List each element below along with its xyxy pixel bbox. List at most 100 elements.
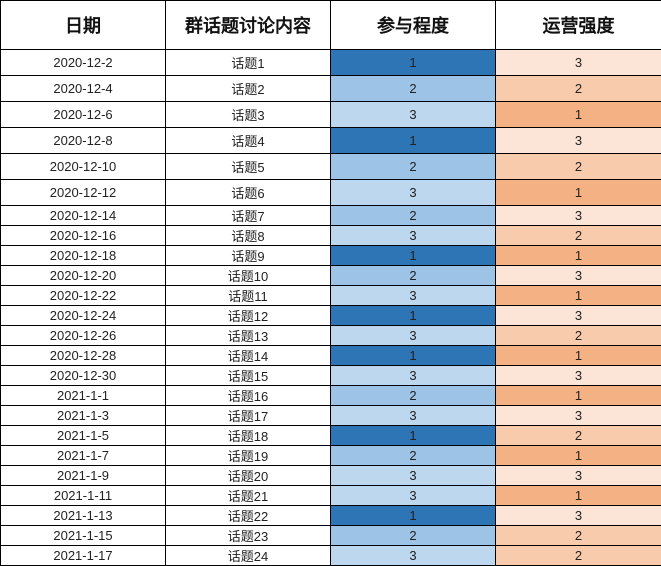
date-cell[interactable]: 2020-12-24 (1, 306, 166, 326)
date-cell[interactable]: 2020-12-26 (1, 326, 166, 346)
topic-cell[interactable]: 话题24 (166, 546, 331, 566)
topic-cell[interactable]: 话题8 (166, 226, 331, 246)
participation-cell[interactable]: 2 (331, 154, 496, 180)
operation-cell[interactable]: 3 (496, 50, 661, 76)
date-cell[interactable]: 2021-1-1 (1, 386, 166, 406)
topic-cell[interactable]: 话题15 (166, 366, 331, 386)
participation-cell[interactable]: 1 (331, 426, 496, 446)
date-cell[interactable]: 2020-12-16 (1, 226, 166, 246)
date-cell[interactable]: 2020-12-20 (1, 266, 166, 286)
participation-cell[interactable]: 1 (331, 128, 496, 154)
participation-cell[interactable]: 2 (331, 266, 496, 286)
operation-cell[interactable]: 2 (496, 76, 661, 102)
date-cell[interactable]: 2021-1-3 (1, 406, 166, 426)
participation-cell[interactable]: 1 (331, 50, 496, 76)
operation-cell[interactable]: 1 (496, 486, 661, 506)
operation-cell[interactable]: 3 (496, 406, 661, 426)
participation-cell[interactable]: 3 (331, 546, 496, 566)
operation-cell[interactable]: 2 (496, 226, 661, 246)
participation-cell[interactable]: 1 (331, 306, 496, 326)
date-cell[interactable]: 2021-1-7 (1, 446, 166, 466)
operation-cell[interactable]: 3 (496, 506, 661, 526)
topic-cell[interactable]: 话题7 (166, 206, 331, 226)
operation-cell[interactable]: 1 (496, 446, 661, 466)
date-cell[interactable]: 2020-12-10 (1, 154, 166, 180)
date-cell[interactable]: 2021-1-5 (1, 426, 166, 446)
topic-cell[interactable]: 话题10 (166, 266, 331, 286)
operation-cell[interactable]: 2 (496, 526, 661, 546)
operation-cell[interactable]: 2 (496, 546, 661, 566)
participation-cell[interactable]: 3 (331, 180, 496, 206)
date-cell[interactable]: 2020-12-18 (1, 246, 166, 266)
operation-cell[interactable]: 3 (496, 366, 661, 386)
date-cell[interactable]: 2021-1-15 (1, 526, 166, 546)
operation-cell[interactable]: 1 (496, 180, 661, 206)
participation-cell[interactable]: 1 (331, 506, 496, 526)
topic-cell[interactable]: 话题17 (166, 406, 331, 426)
participation-cell[interactable]: 3 (331, 366, 496, 386)
participation-cell[interactable]: 3 (331, 486, 496, 506)
header-topic[interactable]: 群话题讨论内容 (166, 1, 331, 50)
operation-cell[interactable]: 3 (496, 128, 661, 154)
operation-cell[interactable]: 2 (496, 426, 661, 446)
topic-cell[interactable]: 话题2 (166, 76, 331, 102)
participation-cell[interactable]: 3 (331, 326, 496, 346)
header-date[interactable]: 日期 (1, 1, 166, 50)
date-cell[interactable]: 2020-12-12 (1, 180, 166, 206)
operation-cell[interactable]: 1 (496, 246, 661, 266)
operation-cell[interactable]: 3 (496, 466, 661, 486)
participation-cell[interactable]: 1 (331, 346, 496, 366)
topic-cell[interactable]: 话题9 (166, 246, 331, 266)
participation-cell[interactable]: 3 (331, 406, 496, 426)
operation-cell[interactable]: 1 (496, 102, 661, 128)
operation-cell[interactable]: 1 (496, 386, 661, 406)
date-cell[interactable]: 2021-1-9 (1, 466, 166, 486)
participation-cell[interactable]: 2 (331, 446, 496, 466)
date-cell[interactable]: 2020-12-6 (1, 102, 166, 128)
date-cell[interactable]: 2020-12-28 (1, 346, 166, 366)
operation-cell[interactable]: 1 (496, 346, 661, 366)
topic-cell[interactable]: 话题21 (166, 486, 331, 506)
participation-cell[interactable]: 2 (331, 386, 496, 406)
participation-cell[interactable]: 3 (331, 286, 496, 306)
header-operation[interactable]: 运营强度 (496, 1, 661, 50)
participation-cell[interactable]: 3 (331, 102, 496, 128)
date-cell[interactable]: 2021-1-13 (1, 506, 166, 526)
topic-cell[interactable]: 话题18 (166, 426, 331, 446)
participation-cell[interactable]: 2 (331, 206, 496, 226)
topic-cell[interactable]: 话题20 (166, 466, 331, 486)
participation-cell[interactable]: 3 (331, 466, 496, 486)
date-cell[interactable]: 2020-12-4 (1, 76, 166, 102)
header-participation[interactable]: 参与程度 (331, 1, 496, 50)
topic-cell[interactable]: 话题19 (166, 446, 331, 466)
topic-cell[interactable]: 话题6 (166, 180, 331, 206)
date-cell[interactable]: 2020-12-2 (1, 50, 166, 76)
participation-cell[interactable]: 2 (331, 76, 496, 102)
operation-cell[interactable]: 2 (496, 154, 661, 180)
topic-cell[interactable]: 话题5 (166, 154, 331, 180)
topic-cell[interactable]: 话题11 (166, 286, 331, 306)
date-cell[interactable]: 2020-12-8 (1, 128, 166, 154)
operation-cell[interactable]: 1 (496, 286, 661, 306)
date-cell[interactable]: 2021-1-17 (1, 546, 166, 566)
topic-cell[interactable]: 话题4 (166, 128, 331, 154)
topic-cell[interactable]: 话题16 (166, 386, 331, 406)
topic-cell[interactable]: 话题3 (166, 102, 331, 128)
topic-cell[interactable]: 话题22 (166, 506, 331, 526)
topic-cell[interactable]: 话题14 (166, 346, 331, 366)
operation-cell[interactable]: 2 (496, 326, 661, 346)
date-cell[interactable]: 2021-1-11 (1, 486, 166, 506)
topic-cell[interactable]: 话题23 (166, 526, 331, 546)
participation-cell[interactable]: 3 (331, 226, 496, 246)
date-cell[interactable]: 2020-12-22 (1, 286, 166, 306)
operation-cell[interactable]: 3 (496, 206, 661, 226)
operation-cell[interactable]: 3 (496, 306, 661, 326)
date-cell[interactable]: 2020-12-14 (1, 206, 166, 226)
participation-cell[interactable]: 1 (331, 246, 496, 266)
topic-cell[interactable]: 话题13 (166, 326, 331, 346)
topic-cell[interactable]: 话题12 (166, 306, 331, 326)
topic-cell[interactable]: 话题1 (166, 50, 331, 76)
participation-cell[interactable]: 2 (331, 526, 496, 546)
operation-cell[interactable]: 3 (496, 266, 661, 286)
date-cell[interactable]: 2020-12-30 (1, 366, 166, 386)
